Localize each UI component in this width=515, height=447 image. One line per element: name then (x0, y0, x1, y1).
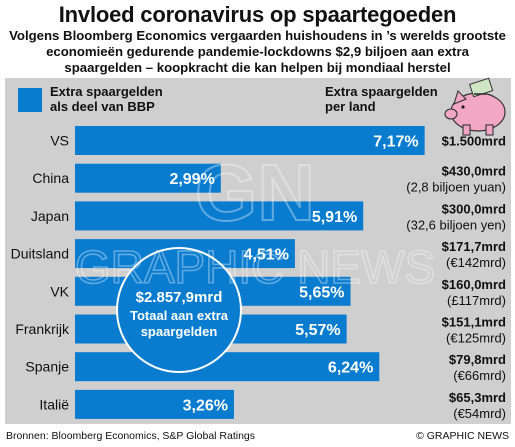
country-label: VS (50, 133, 69, 149)
value-label: 6,24% (328, 360, 373, 377)
amount-label: $430,0mrd (442, 164, 506, 179)
country-label: Spanje (25, 359, 69, 375)
value-label: 4,51% (244, 247, 289, 264)
copyright: © GRAPHIC NEWS (416, 430, 509, 442)
amount-note: (€125mrd) (446, 331, 506, 346)
legend-left-line2: als deel van BBP (50, 99, 155, 114)
amount-note: (€54mrd) (453, 406, 506, 421)
country-label: Frankrijk (15, 321, 70, 337)
bar-0 (75, 126, 425, 155)
amount-label: $65,3mrd (449, 390, 506, 405)
watermark-text: GRAPHIC NEWS (75, 241, 435, 293)
bar-7 (75, 389, 234, 419)
country-label: VK (50, 283, 69, 299)
value-label: 5,65% (299, 284, 344, 301)
amount-label: $151,1mrd (442, 315, 506, 330)
legend-swatch (18, 88, 42, 112)
amount-label: $160,0mrd (442, 277, 506, 292)
amount-label: $79,8mrd (449, 352, 506, 367)
country-label: China (32, 170, 69, 186)
watermark-monogram: GN (195, 148, 315, 237)
callout-amount: $2.857,9mrd (136, 289, 223, 306)
amount-note: (2,8 biljoen yuan) (406, 180, 506, 195)
bar-2 (75, 201, 364, 231)
legend-left-line1: Extra spaargelden (50, 84, 163, 99)
total-callout: $2.857,9mrd Totaal aan extra spaargelden (116, 247, 242, 373)
legend-right-line1: Extra spaargelden (325, 84, 438, 99)
country-label: Japan (31, 208, 69, 224)
amount-note: (32,6 biljoen yen) (406, 217, 506, 232)
piggy-bank-icon (444, 77, 506, 136)
amount-note: (€142mrd) (446, 255, 506, 270)
callout-line1: Totaal aan extra (130, 308, 229, 323)
watermark: GN GRAPHIC NEWS (74, 147, 436, 294)
callout-line2: spaargelden (141, 324, 218, 339)
page-title: Invloed coronavirus op spaartegoeden (58, 2, 457, 27)
amount-note: (£117mrd) (447, 293, 506, 308)
subtitle: Volgens Bloomberg Economics vergaarden h… (9, 28, 506, 75)
legend-right-line2: per land (325, 99, 376, 114)
bar-1 (75, 163, 221, 193)
value-label: 5,91% (312, 209, 357, 226)
country-label: Italië (39, 396, 69, 412)
value-label: 7,17% (373, 134, 418, 151)
value-label: 3,26% (183, 397, 228, 414)
amount-label: $171,7mrd (442, 239, 506, 254)
value-label: 5,57% (295, 322, 340, 339)
value-label: 2,99% (169, 171, 214, 188)
bar-6 (75, 352, 380, 382)
source-note: Bronnen: Bloomberg Economics, S&P Global… (6, 430, 256, 442)
amount-note: (€66mrd) (453, 368, 506, 383)
legend-share-of-gdp: Extra spaargelden als deel van BBP (50, 84, 163, 114)
amount-label: $300,0mrd (442, 201, 506, 216)
amount-label: $1.500mrd (442, 134, 506, 149)
legend-per-country: Extra spaargelden per land (325, 84, 438, 114)
country-label: Duitsland (11, 246, 69, 262)
